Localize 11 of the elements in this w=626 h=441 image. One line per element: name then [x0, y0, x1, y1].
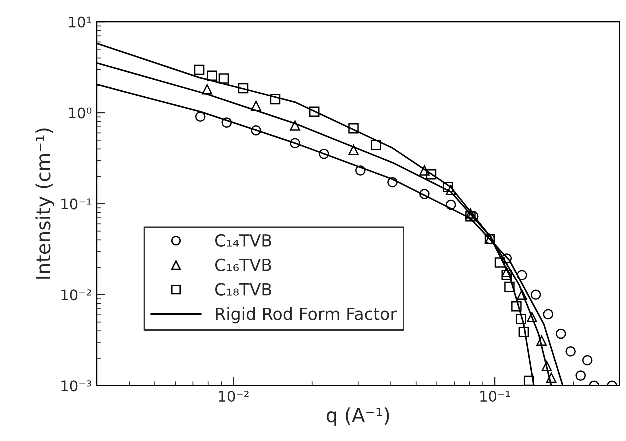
legend-label: C₁₄TVB: [216, 234, 272, 247]
y-tick-label: 10¹: [69, 16, 92, 28]
y-tick-label: 10⁰: [69, 108, 92, 119]
legend-label: Rigid Rod Form Factor: [216, 307, 398, 324]
y-axis-title: Intensity (cm⁻¹): [36, 128, 55, 279]
legend-label: C₁₈TVB: [216, 283, 272, 296]
y-tick-label: 10⁻²: [62, 290, 92, 301]
y-tick-label: 10⁻³: [62, 380, 92, 392]
y-tick-label: 10⁻¹: [62, 198, 92, 210]
x-axis-title: q (A⁻¹): [326, 408, 390, 426]
legend-label: C₁₆TVB: [216, 258, 272, 272]
